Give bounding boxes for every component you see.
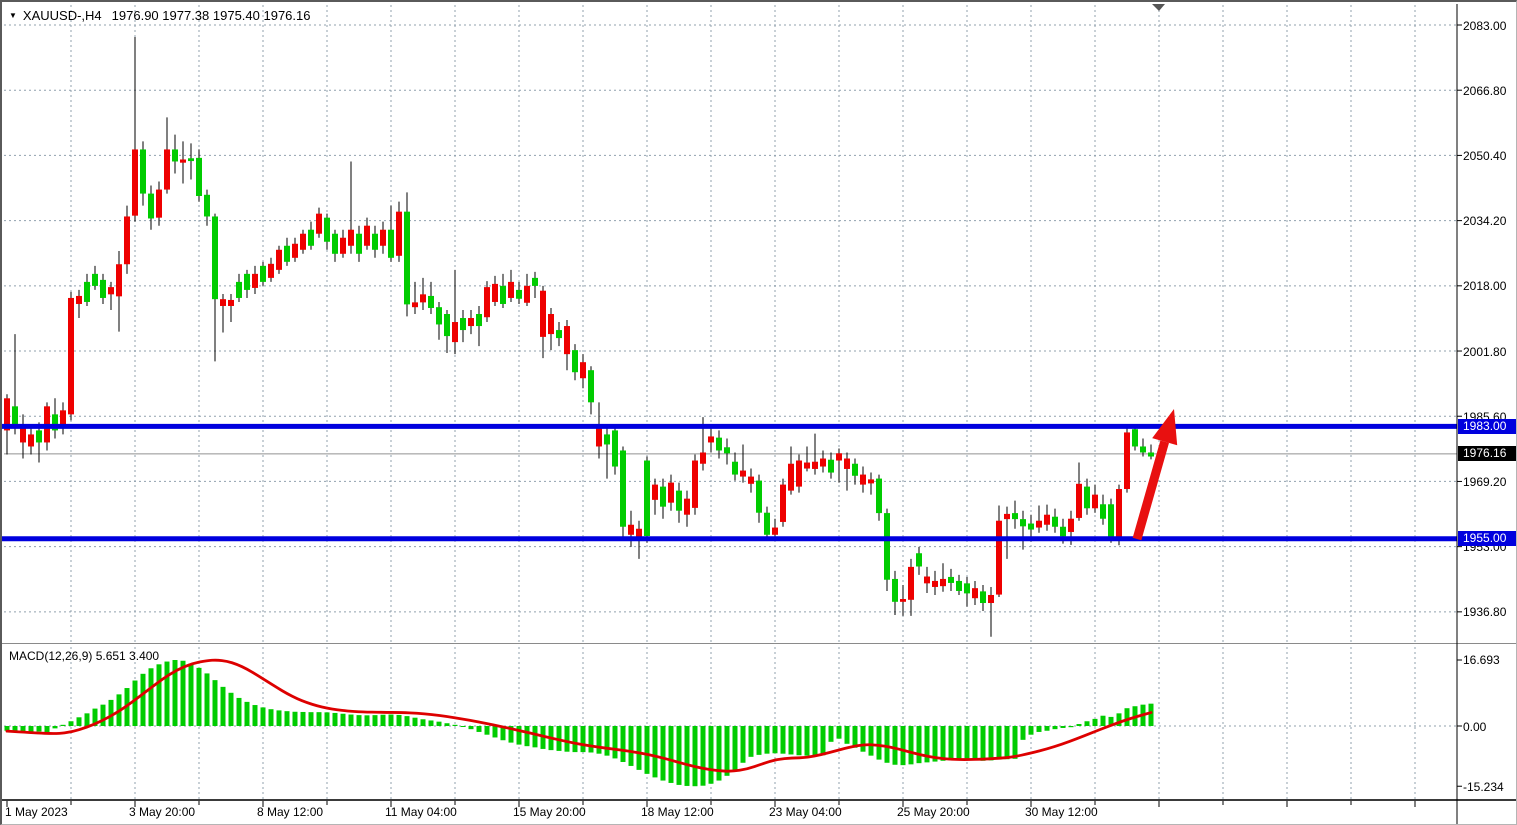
macd-axis-label: -15.234 bbox=[1463, 779, 1504, 794]
trend-arrow-annotation[interactable] bbox=[1132, 409, 1178, 541]
chart-shift-marker-icon[interactable] bbox=[1152, 4, 1165, 11]
time-axis-label[interactable]: 8 May 12:00 bbox=[257, 805, 324, 819]
time-axis-label[interactable]: 15 May 20:00 bbox=[513, 805, 586, 819]
gridlines bbox=[4, 5, 1457, 799]
time-axis-label[interactable]: 18 May 12:00 bbox=[641, 805, 714, 819]
price-axis-label: 1969.20 bbox=[1463, 474, 1507, 489]
price-axis-label: 2001.80 bbox=[1463, 344, 1507, 359]
price-badge-resistance: 1983.00 bbox=[1458, 418, 1516, 434]
symbol-timeframe-label: XAUUSD-,H4 bbox=[22, 8, 102, 23]
time-axis-label[interactable]: 25 May 20:00 bbox=[897, 805, 970, 819]
time-axis-label[interactable]: 1 May 2023 bbox=[5, 805, 68, 819]
price-badge-support: 1955.00 bbox=[1458, 531, 1516, 547]
macd-axis-label: 0.00 bbox=[1463, 719, 1487, 734]
macd-axis-label: 16.693 bbox=[1463, 653, 1500, 668]
macd-indicator-label: MACD(12,26,9) 5.651 3.400 bbox=[9, 649, 160, 663]
macd-signal-line bbox=[5, 658, 1153, 773]
time-axis-label[interactable]: 3 May 20:00 bbox=[129, 805, 196, 819]
macd-histogram bbox=[4, 660, 1154, 787]
price-axis-label: 2018.00 bbox=[1463, 279, 1507, 294]
price-axis-label: 1936.80 bbox=[1463, 605, 1507, 620]
price-axis-label: 2034.20 bbox=[1463, 214, 1507, 229]
symbol-header: ▼ XAUUSD-,H4 1976.90 1977.38 1975.40 1976.… bbox=[9, 8, 310, 23]
price-badge-current: 1976.16 bbox=[1458, 446, 1516, 462]
dropdown-arrow-icon[interactable]: ▼ bbox=[9, 11, 17, 20]
time-axis-label[interactable]: 23 May 04:00 bbox=[769, 805, 842, 819]
price-axis-label: 2066.80 bbox=[1463, 83, 1507, 98]
ohlc-values: 1976.90 1977.38 1975.40 1976.16 bbox=[111, 8, 311, 23]
time-axis-label[interactable]: 11 May 04:00 bbox=[385, 805, 457, 819]
axis-ticks bbox=[6, 24, 1462, 807]
candlesticks bbox=[4, 37, 1154, 637]
price-axis-label: 2050.40 bbox=[1463, 148, 1507, 163]
time-axis-label[interactable]: 30 May 12:00 bbox=[1025, 805, 1098, 819]
price-axis-label: 2083.00 bbox=[1463, 18, 1507, 33]
